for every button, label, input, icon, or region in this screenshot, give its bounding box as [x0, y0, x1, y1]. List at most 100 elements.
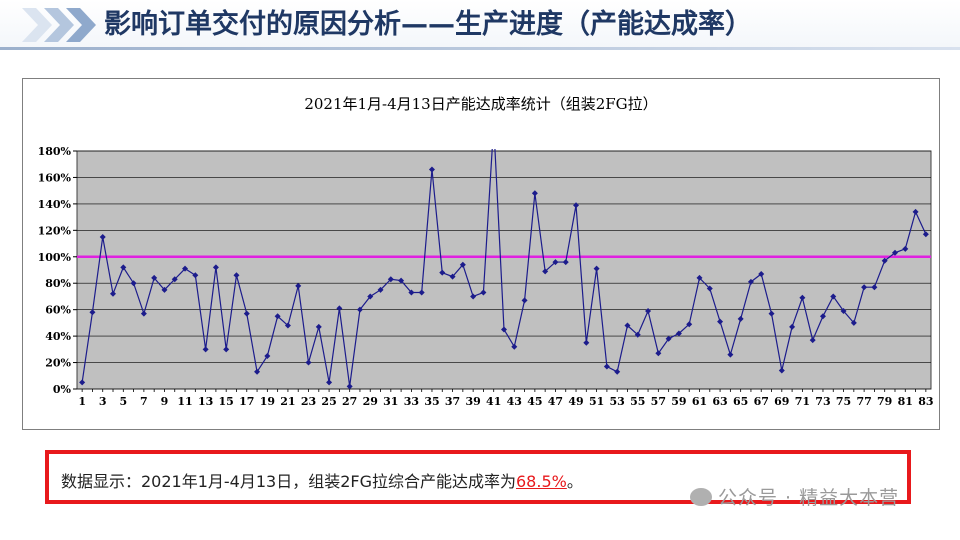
y-tick-label: 0%	[53, 383, 72, 396]
slide-title: 影响订单交付的原因分析——生产进度（产能达成率）	[104, 9, 752, 40]
data-point	[171, 276, 178, 283]
x-tick-label: 45	[527, 395, 542, 408]
x-tick-label: 55	[630, 395, 645, 408]
x-tick-label: 31	[383, 395, 398, 408]
data-point	[398, 277, 405, 284]
data-point	[336, 305, 343, 312]
x-tick-label: 41	[486, 395, 501, 408]
data-point	[356, 306, 363, 313]
data-point	[140, 310, 147, 317]
x-tick-label: 35	[424, 395, 439, 408]
x-tick-label: 17	[239, 395, 254, 408]
data-point	[912, 208, 919, 215]
data-point	[120, 264, 127, 271]
data-point	[305, 359, 312, 366]
x-tick-label: 7	[140, 395, 148, 408]
x-tick-label: 23	[301, 395, 316, 408]
header-divider	[0, 47, 960, 50]
x-tick-label: 21	[280, 395, 295, 408]
wechat-icon	[690, 488, 712, 506]
data-point	[665, 335, 672, 342]
data-point	[624, 322, 631, 329]
x-tick-label: 63	[712, 395, 727, 408]
x-tick-label: 33	[404, 395, 419, 408]
watermark: 公众号 · 精益大本营	[690, 483, 899, 510]
data-point	[727, 351, 734, 358]
data-point	[819, 313, 826, 320]
plot-area	[76, 150, 932, 390]
data-point	[583, 339, 590, 346]
x-tick-label: 39	[465, 395, 480, 408]
summary-label: 数据显示：2021年1月-4月13日，组装2FG拉综合产能达成率为	[61, 472, 516, 491]
summary-callout: 数据显示：2021年1月-4月13日，组装2FG拉综合产能达成率为68.5%。	[45, 450, 911, 504]
x-tick-label: 13	[198, 395, 213, 408]
data-point	[778, 367, 785, 374]
data-point	[881, 257, 888, 264]
y-tick-label: 100%	[38, 251, 72, 264]
x-tick-label: 11	[177, 395, 192, 408]
data-point	[768, 310, 775, 317]
data-point	[562, 259, 569, 266]
chevrons-icon	[22, 8, 96, 42]
data-point	[696, 274, 703, 281]
data-point	[99, 233, 106, 240]
x-tick-label: 3	[99, 395, 107, 408]
data-point	[377, 286, 384, 293]
data-point	[737, 315, 744, 322]
data-point	[573, 202, 580, 209]
x-tick-label: 19	[260, 395, 275, 408]
data-point	[284, 322, 291, 329]
data-point	[809, 337, 816, 344]
data-point	[840, 307, 847, 314]
data-point	[521, 297, 528, 304]
y-tick-label: 180%	[38, 145, 72, 158]
data-point	[470, 293, 477, 300]
data-point	[346, 383, 353, 390]
x-tick-label: 77	[856, 395, 871, 408]
watermark-text: 公众号 · 精益大本营	[718, 487, 900, 509]
data-point	[789, 323, 796, 330]
x-tick-label: 9	[161, 395, 169, 408]
chart-title: 2021年1月-4月13日产能达成率统计（组装2FG拉）	[304, 95, 658, 113]
data-point	[233, 272, 240, 279]
data-point	[387, 276, 394, 283]
data-point	[675, 330, 682, 337]
data-point	[717, 318, 724, 325]
y-tick-label: 40%	[45, 330, 71, 343]
data-point	[614, 368, 621, 375]
x-tick-label: 5	[119, 395, 127, 408]
x-tick-label: 67	[754, 395, 769, 408]
x-tick-label: 53	[610, 395, 625, 408]
data-point	[799, 294, 806, 301]
data-point	[243, 310, 250, 317]
x-tick-label: 75	[836, 395, 851, 408]
data-point	[79, 379, 86, 386]
data-point	[274, 313, 281, 320]
summary-suffix: 。	[566, 472, 583, 491]
y-tick-label: 20%	[45, 357, 71, 370]
data-point	[686, 321, 693, 328]
summary-value: 68.5%	[516, 472, 567, 491]
x-tick-label: 57	[651, 395, 666, 408]
x-tick-label: 59	[671, 395, 686, 408]
data-point	[295, 282, 302, 289]
line-chart: 0%20%40%60%80%100%120%140%160%180%1 3 5 7 9 1…	[38, 145, 934, 408]
x-tick-label: 1	[78, 395, 86, 408]
x-tick-label: 49	[568, 395, 583, 408]
data-point	[223, 346, 230, 353]
data-point	[182, 265, 189, 272]
data-point	[89, 309, 96, 316]
data-point	[439, 269, 446, 276]
data-point	[192, 272, 199, 279]
y-tick-label: 60%	[45, 304, 71, 317]
y-tick-label: 80%	[45, 277, 71, 290]
data-point	[552, 259, 559, 266]
data-point	[161, 286, 168, 293]
x-tick-label: 15	[219, 395, 234, 408]
data-point	[254, 368, 261, 375]
data-point	[758, 270, 765, 277]
data-point	[264, 352, 271, 359]
data-point	[202, 346, 209, 353]
x-tick-label: 37	[445, 395, 460, 408]
data-point	[634, 331, 641, 338]
